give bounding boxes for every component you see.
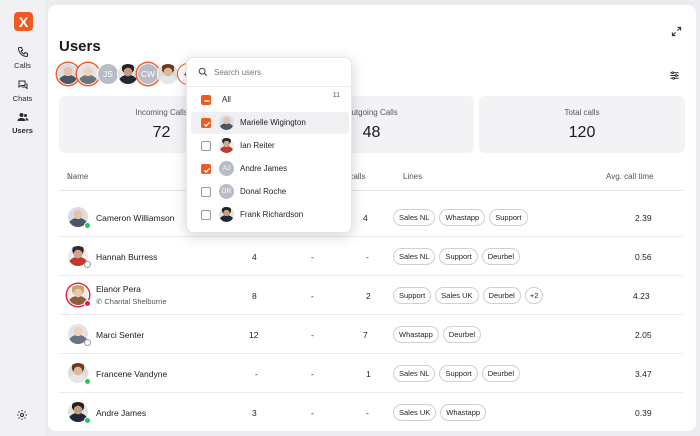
line-tags: Sales NL Support Deurbel: [393, 365, 520, 382]
table-row[interactable]: Hannah Burress 4 - - Sales NL Support De…: [59, 237, 683, 276]
line-tag[interactable]: Sales UK: [393, 404, 437, 421]
sidebar-item-calls[interactable]: Calls: [0, 46, 45, 70]
line-tag[interactable]: Support: [393, 287, 432, 304]
dropdown-item-user[interactable]: Frank Richardson: [191, 204, 349, 226]
user-filter-dropdown: Search users All 11 Marielle Wigington I…: [186, 57, 353, 233]
user-count: 11: [332, 92, 340, 99]
table-row[interactable]: Francene Vandyne - - 1 Sales NL Support …: [59, 354, 683, 393]
avatar: AJ: [219, 161, 234, 176]
table-row[interactable]: Elanor Pera ✆ Chantal Shelburne 8 - 2 Su…: [59, 276, 683, 315]
dropdown-item-user[interactable]: AJ Andre James: [191, 158, 349, 180]
avatar: [67, 323, 89, 345]
avatar[interactable]: [157, 63, 179, 85]
user-search[interactable]: Search users: [198, 67, 261, 77]
dropdown-item-user[interactable]: Ian Reiter: [191, 135, 349, 157]
table-header: Name ↓ al calls Lines Avg. call time: [67, 172, 654, 181]
avatar: DR: [219, 184, 234, 199]
stat-card-total: Total calls 120: [479, 96, 685, 153]
checkbox[interactable]: [201, 187, 211, 197]
avatar[interactable]: [57, 63, 79, 85]
filter-button[interactable]: [669, 68, 680, 86]
line-tags: Whastapp Deurbel: [393, 326, 482, 343]
line-tags: Support Sales UK Deurbel +2: [393, 287, 544, 304]
avatar[interactable]: JS: [97, 63, 119, 85]
search-input[interactable]: Search users: [214, 67, 262, 77]
avatar: [67, 206, 89, 228]
avatar: [67, 401, 89, 423]
search-icon: [198, 67, 208, 77]
sidebar-item-chats[interactable]: Chats: [0, 79, 45, 103]
avatar: [219, 207, 234, 222]
checkbox-indeterminate[interactable]: [201, 95, 211, 105]
line-tag[interactable]: Sales NL: [393, 209, 436, 226]
divider: [59, 190, 683, 191]
line-tags: Sales NL Support Deurbel: [393, 248, 520, 265]
avatar[interactable]: CW: [137, 63, 159, 85]
avatar: [219, 115, 234, 130]
dropdown-item-user[interactable]: DR Donal Roche: [191, 181, 349, 203]
line-tag[interactable]: Support: [489, 209, 528, 226]
phone-icon: [17, 47, 28, 58]
checkbox[interactable]: [201, 210, 211, 220]
table-row[interactable]: Andre James 3 - - Sales UK Whastapp 0.39: [59, 393, 683, 431]
avatar: [67, 362, 89, 384]
page-title: Users: [59, 38, 101, 55]
transfer-info: ✆ Chantal Shelburne: [96, 297, 167, 306]
line-tag[interactable]: Whastapp: [393, 326, 439, 343]
sliders-icon: [670, 71, 679, 80]
dropdown-item-all[interactable]: All 11: [191, 89, 349, 111]
line-tags: Sales NL Whastapp Support: [393, 209, 528, 226]
column-header-avg[interactable]: Avg. call time: [606, 172, 654, 181]
avatar: [67, 284, 89, 306]
avatar[interactable]: [77, 63, 99, 85]
status-indicator: [84, 339, 91, 346]
avatar: [219, 138, 234, 153]
line-tag[interactable]: Deurbel: [482, 287, 521, 304]
line-tag[interactable]: Whastapp: [440, 404, 487, 421]
line-tag[interactable]: Sales NL: [393, 248, 436, 265]
phone-transfer-icon: ✆: [96, 297, 103, 306]
arrow-down-icon: ↓: [67, 172, 71, 181]
avatar: [67, 245, 89, 267]
app-logo[interactable]: X: [14, 12, 33, 31]
expand-icon: [671, 26, 682, 37]
divider: [187, 86, 353, 87]
sidebar: X Calls Chats Users: [0, 0, 45, 436]
line-tag[interactable]: Deurbel: [481, 248, 520, 265]
dropdown-item-user[interactable]: Marielle Wigington: [191, 112, 349, 134]
table-row[interactable]: Cameron Williamson 4 Sales NL Whastapp S…: [59, 198, 683, 237]
column-header-lines[interactable]: Lines: [403, 172, 423, 181]
table-row[interactable]: Marci Senter 12 - 7 Whastapp Deurbel 2.0…: [59, 315, 683, 354]
chat-icon: [18, 80, 27, 90]
line-tag[interactable]: Support: [439, 248, 478, 265]
settings-button[interactable]: [16, 408, 28, 426]
line-tags: Sales UK Whastapp: [393, 404, 487, 421]
expand-button[interactable]: [671, 24, 682, 42]
line-tag[interactable]: Whastapp: [439, 209, 486, 226]
column-header-total[interactable]: al calls: [341, 172, 366, 181]
gear-icon: [17, 410, 27, 420]
status-indicator: [84, 300, 91, 307]
status-indicator: [84, 261, 91, 268]
more-lines-badge[interactable]: +2: [524, 287, 544, 304]
avatar[interactable]: [117, 63, 139, 85]
checkbox[interactable]: [201, 118, 211, 128]
checkbox[interactable]: [201, 164, 211, 174]
users-icon: [17, 113, 28, 121]
line-tag[interactable]: Support: [439, 365, 478, 382]
main-panel: Users JS CW +5 Incoming Calls 72 Outgoin…: [48, 5, 696, 431]
line-tag[interactable]: Sales UK: [435, 287, 479, 304]
status-indicator: [84, 417, 91, 424]
line-tag[interactable]: Sales NL: [393, 365, 436, 382]
sidebar-item-users[interactable]: Users: [0, 111, 45, 135]
status-indicator: [84, 222, 91, 229]
status-indicator: [84, 378, 91, 385]
line-tag[interactable]: Deurbel: [442, 326, 482, 343]
checkbox[interactable]: [201, 141, 211, 151]
line-tag[interactable]: Deurbel: [481, 365, 520, 382]
